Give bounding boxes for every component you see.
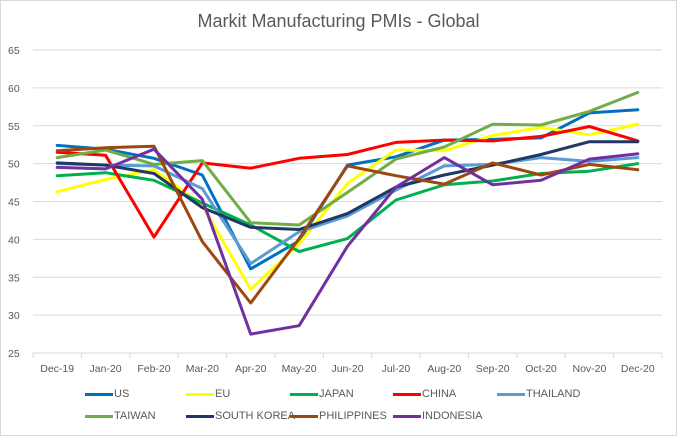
y-tick-label: 55: [8, 121, 20, 133]
legend-swatch: [393, 392, 421, 396]
legend-label: PHILIPPINES: [319, 410, 387, 422]
x-tick-label: Jun-20: [331, 363, 363, 375]
series-line-south-korea: [55, 140, 640, 231]
x-tick-label: Nov-20: [572, 363, 606, 375]
legend-item-philippines: PHILIPPINES: [290, 410, 387, 422]
x-tick-label: Mar-20: [186, 363, 219, 375]
legend-swatch: [290, 414, 318, 418]
legend-swatch: [393, 414, 421, 418]
series-lines: [55, 90, 640, 336]
legend-item-indonesia: INDONESIA: [393, 410, 483, 422]
y-tick-label: 60: [8, 83, 20, 95]
y-tick-label: 50: [8, 159, 20, 171]
legend-item-taiwan: TAIWAN: [85, 410, 156, 422]
x-tick-label: Aug-20: [427, 363, 461, 375]
series-line-eu: [55, 122, 640, 291]
y-tick-label: 65: [8, 45, 20, 57]
legend-label: SOUTH KOREA: [215, 410, 296, 422]
x-axis-tick-labels: Dec-19 Jan-20 Feb-20 Mar-20 Apr-20 May-20 Jun-…: [40, 363, 655, 375]
x-axis: [32, 352, 663, 358]
legend-label: CHINA: [422, 388, 457, 400]
chart-title: Markit Manufacturing PMIs - Global: [197, 11, 480, 31]
x-tick-label: Apr-20: [235, 363, 267, 375]
x-tick-label: May-20: [282, 363, 317, 375]
legend-swatch: [290, 392, 318, 396]
legend-swatch: [497, 392, 525, 396]
y-tick-label: 25: [8, 348, 20, 360]
legend-label: INDONESIA: [422, 410, 483, 422]
legend-item-eu: EU: [186, 388, 230, 400]
legend-item-thailand: THAILAND: [497, 388, 580, 400]
y-tick-label: 30: [8, 310, 20, 322]
x-tick-label: Oct-20: [525, 363, 557, 375]
legend-item-japan: JAPAN: [290, 388, 354, 400]
x-tick-label: Jan-20: [90, 363, 122, 375]
series-line-indonesia: [55, 147, 640, 336]
legend-swatch: [186, 392, 214, 396]
x-tick-label: Dec-19: [40, 363, 74, 375]
legend-swatch: [186, 414, 214, 418]
legend-label: US: [114, 388, 130, 400]
y-tick-label: 35: [8, 272, 20, 284]
y-tick-label: 40: [8, 234, 20, 246]
legend-swatch: [85, 392, 113, 396]
x-tick-label: Sep-20: [476, 363, 510, 375]
legend-item-china: CHINA: [393, 388, 456, 400]
series-line-philippines: [55, 144, 640, 305]
legend-item-us: US: [85, 388, 129, 400]
y-tick-label: 45: [8, 197, 20, 209]
x-tick-label: Feb-20: [137, 363, 170, 375]
legend-item-south-korea: SOUTH KOREA: [186, 410, 295, 422]
legend-label: EU: [215, 388, 231, 400]
y-axis-tick-labels: 25 30 35 40 45 50 55 60 65: [8, 45, 20, 360]
legend-label: THAILAND: [526, 388, 581, 400]
legend-swatch: [85, 414, 113, 418]
series-line-china: [55, 125, 640, 239]
legend-label: JAPAN: [319, 388, 354, 400]
series-line-taiwan: [55, 90, 640, 227]
series-line-thailand: [55, 156, 640, 266]
x-tick-label: Dec-20: [621, 363, 655, 375]
x-tick-label: Jul-20: [382, 363, 411, 375]
legend-label: TAIWAN: [114, 410, 156, 422]
